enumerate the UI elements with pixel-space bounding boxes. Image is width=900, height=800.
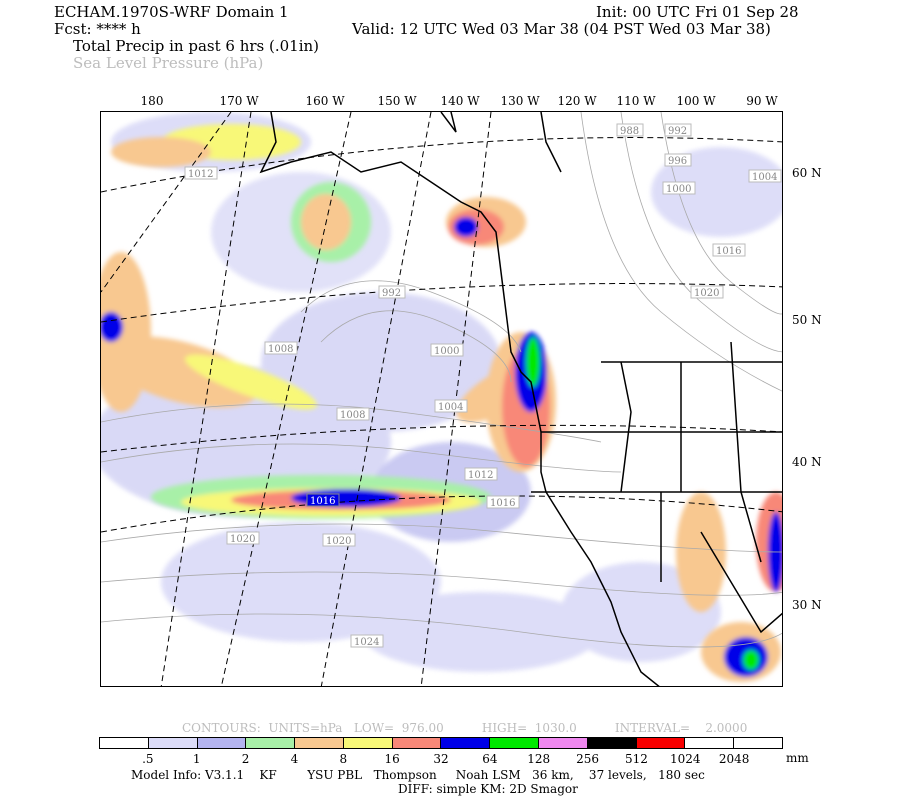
lon-label: 120 W <box>557 94 597 108</box>
pressure-label: 1000 <box>666 184 691 195</box>
colorbar-label: 64 <box>482 752 498 766</box>
pressure-label: 1024 <box>354 637 379 648</box>
isobars <box>101 112 782 648</box>
pressure-label: 988 <box>620 126 639 137</box>
model-info: Model Info: V3.1.1 KF YSU PBL Thompson N… <box>131 768 705 782</box>
lon-label: 150 W <box>377 94 417 108</box>
lat-label: 30 N <box>792 598 822 612</box>
colorbar-swatch <box>392 738 442 748</box>
colorbar-label: 16 <box>384 752 400 766</box>
pressure-label: 1008 <box>340 410 365 421</box>
pressure-label: 992 <box>668 126 687 137</box>
pressure-label: 1004 <box>752 172 777 183</box>
colorbar-swatch <box>441 738 491 748</box>
colorbar-swatch <box>587 738 637 748</box>
field-primary-label: Total Precip in past 6 hrs (.01in) <box>73 37 320 55</box>
model-title: ECHAM.1970S-WRF Domain 1 <box>54 3 289 21</box>
colorbar-swatch <box>246 738 296 748</box>
diffusion-info: DIFF: simple KM: 2D Smagor <box>398 782 578 796</box>
colorbar-label: 32 <box>433 752 449 766</box>
pressure-label: 1020 <box>694 288 719 299</box>
pressure-label-boxes: 988 992 996 1000 1004 1016 1020 1000 100… <box>184 123 782 648</box>
lon-label: 140 W <box>440 94 480 108</box>
colorbar-label: 512 <box>624 752 648 766</box>
colorbar-swatch <box>685 738 735 748</box>
colorbar-label: 256 <box>576 752 600 766</box>
lon-label: 130 W <box>500 94 540 108</box>
lon-label: 100 W <box>676 94 716 108</box>
pressure-label: 1016 <box>310 496 335 507</box>
colorbar-swatch <box>295 738 344 748</box>
colorbar-swatch <box>100 738 149 748</box>
lon-label: 170 W <box>219 94 259 108</box>
colorbar-unit: mm <box>786 751 809 765</box>
coastlines <box>259 112 782 686</box>
colorbar-label: 2 <box>241 752 250 766</box>
pressure-label: 1020 <box>230 534 255 545</box>
pressure-label: 1008 <box>268 344 293 355</box>
pressure-label: 1012 <box>188 169 213 180</box>
contours-caption: CONTOURS: UNITS=hPa LOW= 976.00 HIGH= 10… <box>182 721 748 735</box>
lat-label: 50 N <box>792 313 822 327</box>
pressure-label: 1016 <box>490 498 515 509</box>
precip-map: 988 992 996 1000 1004 1016 1020 1000 100… <box>100 111 783 687</box>
pressure-label: 992 <box>382 288 401 299</box>
pressure-label: 1004 <box>438 402 463 413</box>
pressure-label: 996 <box>668 156 687 167</box>
colorbar <box>99 737 783 749</box>
forecast-hour: Fcst: **** h <box>54 20 141 38</box>
colorbar-swatch <box>490 738 540 748</box>
lon-label: 180 <box>140 94 164 108</box>
pressure-label: 1016 <box>716 246 741 257</box>
colorbar-label: .5 <box>142 752 154 766</box>
colorbar-swatch <box>343 738 393 748</box>
colorbar-label: 4 <box>290 752 299 766</box>
colorbar-swatch <box>539 738 588 748</box>
colorbar-swatch <box>197 738 247 748</box>
init-time: Init: 00 UTC Fri 01 Sep 28 <box>596 3 799 21</box>
field-secondary-label: Sea Level Pressure (hPa) <box>73 54 264 72</box>
pressure-label: 1012 <box>468 470 493 481</box>
colorbar-swatch <box>734 738 782 748</box>
colorbar-label: 2048 <box>718 752 750 766</box>
lat-label: 40 N <box>792 455 822 469</box>
colorbar-swatch <box>636 738 686 748</box>
lon-label: 110 W <box>616 94 656 108</box>
colorbar-label: 128 <box>527 752 551 766</box>
lon-label: 90 W <box>746 94 778 108</box>
pressure-label: 1020 <box>326 536 351 547</box>
colorbar-label: 8 <box>339 752 348 766</box>
colorbar-label: 1 <box>192 752 201 766</box>
colorbar-label: 1024 <box>670 752 701 766</box>
lat-label: 60 N <box>792 166 822 180</box>
lon-label: 160 W <box>305 94 345 108</box>
colorbar-swatch <box>148 738 198 748</box>
map-canvas: 988 992 996 1000 1004 1016 1020 1000 100… <box>101 112 782 686</box>
pressure-label: 1000 <box>434 346 459 357</box>
valid-time: Valid: 12 UTC Wed 03 Mar 38 (04 PST Wed … <box>352 20 771 38</box>
